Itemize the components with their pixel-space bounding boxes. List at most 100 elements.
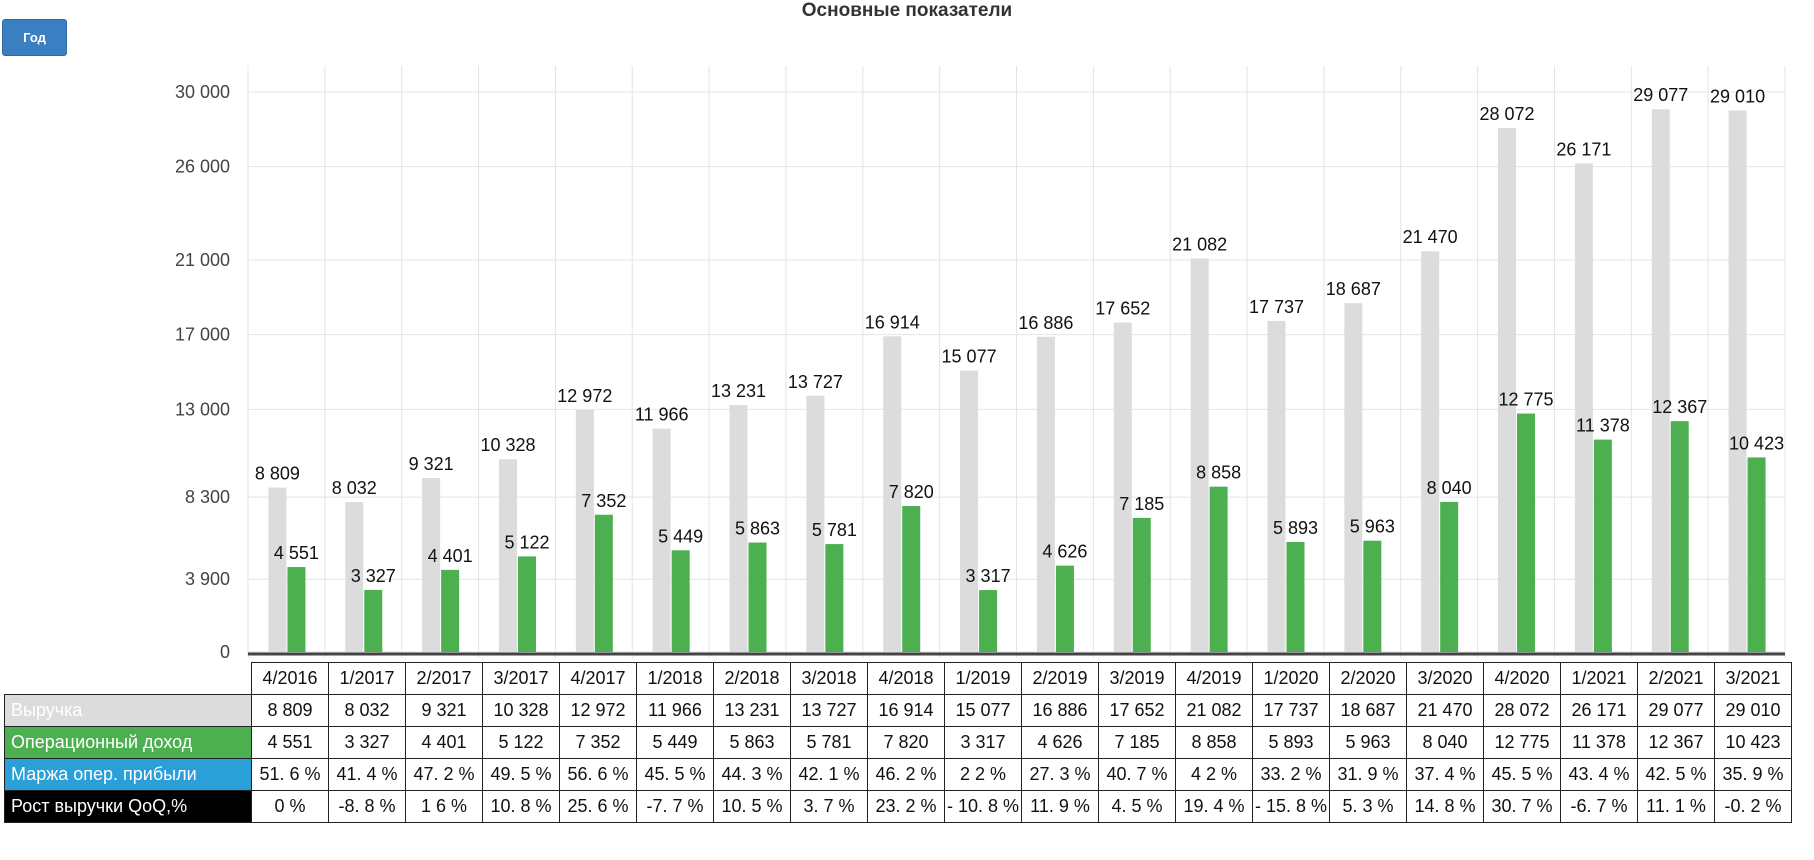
table-cell: 19. 4 % [1175, 790, 1253, 823]
op-income-bar [1055, 565, 1074, 652]
table-cell: 10 328 [482, 694, 560, 727]
table-cell: 3. 7 % [790, 790, 868, 823]
table-row-label: Операционный доход [4, 726, 252, 759]
table-row-revenue: Выручка 8 809 8 032 9 321 10 328 12 972 11 966… [4, 694, 1792, 727]
op-income-bar [1363, 540, 1382, 652]
table-cell: 7 352 [559, 726, 637, 759]
op-income-data-label: 5 893 [1273, 518, 1318, 538]
op-income-bar [517, 556, 536, 652]
op-income-bar [1209, 486, 1228, 652]
op-income-data-label: 7 352 [581, 491, 626, 511]
revenue-bar [1267, 320, 1286, 652]
op-income-bar [825, 544, 844, 652]
table-cell: 17 652 [1098, 694, 1176, 727]
op-income-data-label: 8 858 [1196, 463, 1241, 483]
x-category-label: 2/2019 [1021, 662, 1099, 695]
revenue-data-label: 8 032 [332, 478, 377, 498]
op-income-data-label: 3 317 [966, 566, 1011, 586]
data-table: 4/2016 1/2017 2/2017 3/2017 4/2017 1/2018 2/20… [4, 662, 1792, 823]
revenue-bar [1113, 322, 1132, 652]
y-tick-label: 8 300 [185, 487, 230, 507]
x-category-label: 3/2021 [1714, 662, 1792, 695]
table-cell: 8 858 [1175, 726, 1253, 759]
op-income-bar [1747, 457, 1766, 652]
table-cell: 42. 1 % [790, 758, 868, 791]
table-cell: 21 470 [1406, 694, 1484, 727]
table-cell: 12 367 [1637, 726, 1715, 759]
table-cell: 14. 8 % [1406, 790, 1484, 823]
revenue-data-label: 10 328 [480, 435, 535, 455]
x-category-label: 1/2019 [944, 662, 1022, 695]
revenue-bar [268, 487, 287, 652]
period-year-button[interactable]: Год [2, 19, 67, 56]
revenue-bar [960, 370, 979, 652]
revenue-data-label: 11 966 [635, 405, 689, 425]
revenue-bar [1574, 163, 1593, 652]
revenue-bar [883, 336, 902, 652]
revenue-bar [1190, 258, 1209, 652]
table-cell: 35. 9 % [1714, 758, 1792, 791]
y-tick-label: 30 000 [175, 82, 230, 102]
table-cell: 9 321 [405, 694, 483, 727]
y-tick-label: 3 900 [185, 569, 230, 589]
revenue-data-label: 17 737 [1249, 297, 1304, 317]
table-cell: 42. 5 % [1637, 758, 1715, 791]
revenue-bar [1728, 110, 1747, 653]
op-income-data-label: 5 122 [504, 532, 549, 552]
op-income-bar [594, 514, 613, 652]
op-income-data-label: 11 378 [1576, 416, 1630, 436]
revenue-data-label: 15 077 [942, 347, 997, 367]
x-category-label: 4/2020 [1483, 662, 1561, 695]
op-income-bar [1517, 413, 1536, 652]
table-cell: 45. 5 % [636, 758, 714, 791]
op-income-data-label: 7 820 [889, 482, 934, 502]
op-income-data-label: 10 423 [1729, 433, 1784, 453]
table-cell: 3 317 [944, 726, 1022, 759]
revenue-data-label: 13 231 [711, 381, 766, 401]
table-row-margin: Маржа опер. прибыли 51. 6 % 41. 4 % 47. 2 %… [4, 758, 1792, 791]
y-tick-label: 21 000 [175, 250, 230, 270]
table-cell: -0. 2 % [1714, 790, 1792, 823]
x-category-label: 3/2020 [1406, 662, 1484, 695]
revenue-bar [498, 459, 517, 652]
table-row-label: Выручка [4, 694, 252, 727]
x-category-label: 1/2017 [328, 662, 406, 695]
revenue-data-label: 17 652 [1095, 298, 1150, 318]
table-cell: 11 966 [636, 694, 714, 727]
table-cell: 5 963 [1329, 726, 1407, 759]
op-income-bar [1132, 517, 1151, 652]
op-income-data-label: 12 367 [1652, 397, 1707, 417]
x-category-label: 2/2021 [1637, 662, 1715, 695]
revenue-bar [345, 502, 364, 652]
op-income-data-label: 5 781 [812, 520, 857, 540]
table-cell: 43. 4 % [1560, 758, 1638, 791]
table-cell: 5 781 [790, 726, 868, 759]
table-cell: 33. 2 % [1252, 758, 1330, 791]
revenue-data-label: 16 914 [865, 312, 920, 332]
table-cell: 5 893 [1252, 726, 1330, 759]
x-category-label: 3/2017 [482, 662, 560, 695]
y-tick-label: 17 000 [175, 325, 230, 345]
revenue-data-label: 21 470 [1403, 227, 1458, 247]
revenue-bar [729, 405, 748, 652]
revenue-bar [806, 395, 825, 652]
table-cell: 4. 5 % [1098, 790, 1176, 823]
revenue-bar [652, 428, 671, 652]
op-income-data-label: 5 863 [735, 519, 780, 539]
table-cell: 47. 2 % [405, 758, 483, 791]
table-cell: 13 231 [713, 694, 791, 727]
y-tick-label: 26 000 [175, 157, 230, 177]
x-category-label: 4/2016 [251, 662, 329, 695]
op-income-bar [902, 506, 921, 652]
table-cell: 26 171 [1560, 694, 1638, 727]
revenue-data-label: 21 082 [1172, 234, 1227, 254]
table-cell: - 15. 8 % [1252, 790, 1330, 823]
op-income-data-label: 4 626 [1042, 542, 1087, 562]
table-cell: 16 914 [867, 694, 945, 727]
revenue-bar [1344, 303, 1363, 652]
op-income-bar [671, 550, 690, 652]
op-income-bar [364, 589, 383, 652]
op-income-data-label: 5 963 [1350, 517, 1395, 537]
x-category-label: 2/2020 [1329, 662, 1407, 695]
table-cell: 16 886 [1021, 694, 1099, 727]
